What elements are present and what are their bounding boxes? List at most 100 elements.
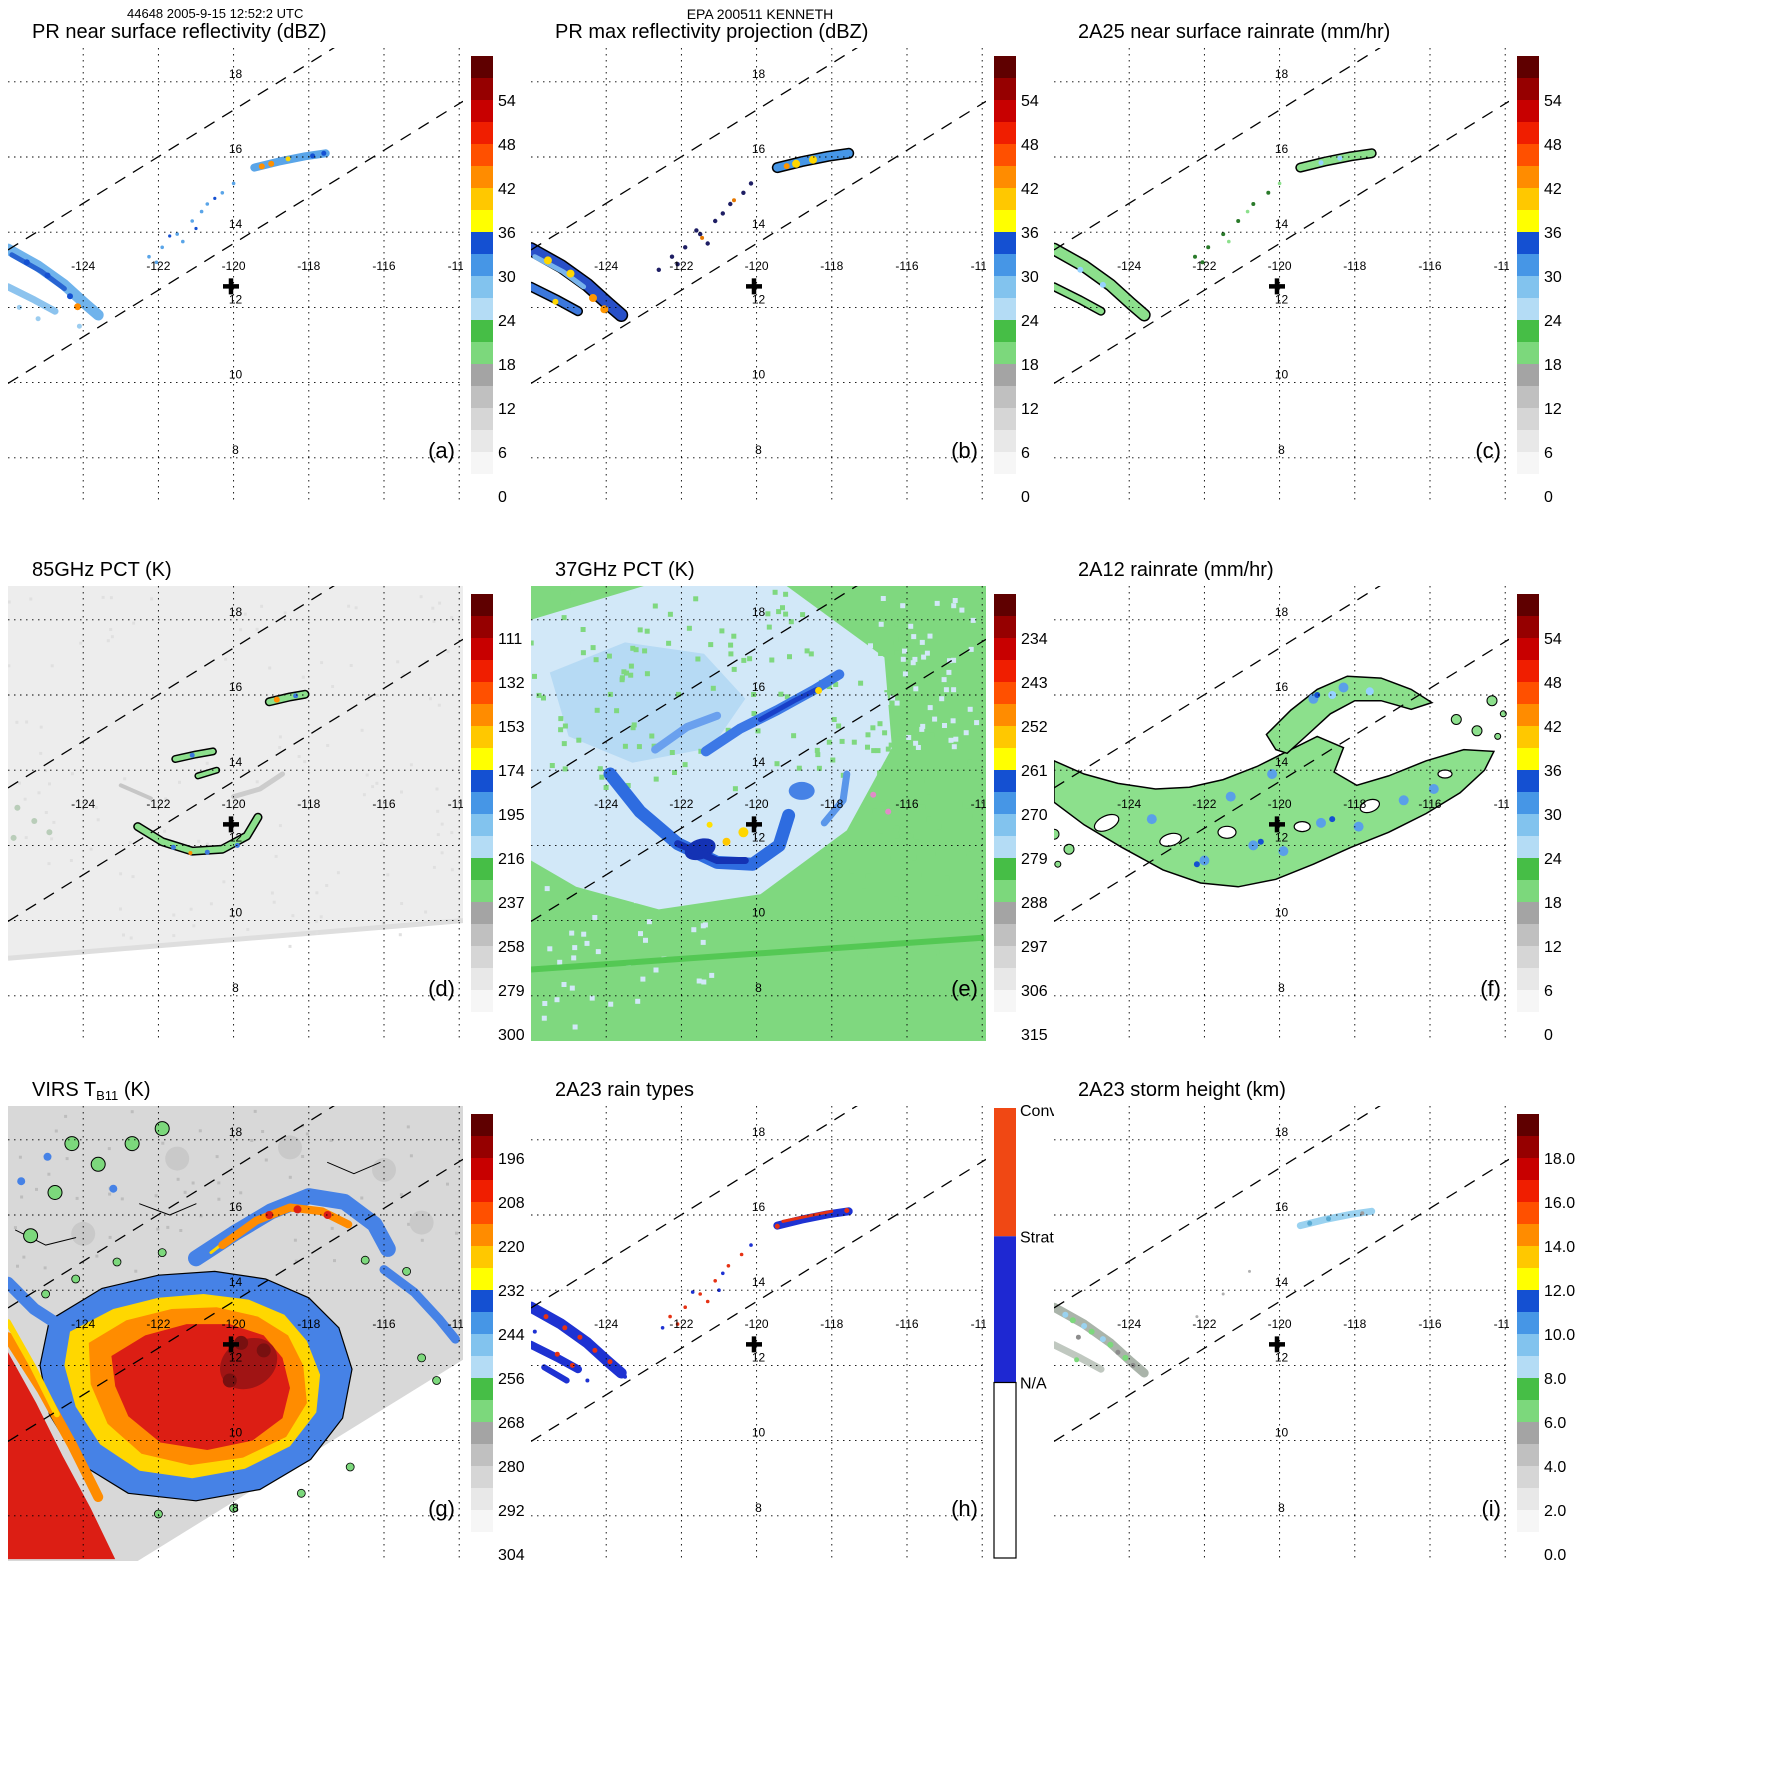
- map-speckle: [581, 931, 587, 937]
- colorbar-tick-label: 42: [1021, 181, 1039, 198]
- lon-tick-label: -116: [895, 1317, 918, 1331]
- map-feature: [190, 219, 194, 223]
- map-speckle: [89, 847, 93, 851]
- lon-tick-label: -120: [745, 1317, 769, 1331]
- colorbar-segment: [471, 704, 493, 726]
- panel-title: 2A12 rainrate (mm/hr): [1078, 559, 1274, 581]
- colorbar-segment: [1517, 1202, 1539, 1224]
- map-speckle: [409, 763, 413, 767]
- map-speckle: [894, 650, 900, 656]
- colorbar-segment: [471, 254, 493, 276]
- map-speckle: [894, 833, 900, 839]
- colorbar-tick-label: 30: [1544, 269, 1562, 286]
- map-feature: [76, 323, 82, 329]
- map-speckle: [595, 949, 601, 955]
- map-speckle: [572, 945, 578, 951]
- map-feature: [160, 245, 164, 250]
- map-speckle: [883, 762, 889, 768]
- map-speckle: [872, 808, 878, 814]
- map-speckle: [772, 589, 778, 595]
- map-speckle: [875, 748, 881, 754]
- map-speckle: [400, 902, 404, 905]
- lon-tick-label: -114: [448, 797, 471, 811]
- colorbar-segment: [471, 166, 493, 188]
- map-speckle: [888, 742, 894, 748]
- map-speckle: [315, 891, 319, 895]
- map-speckle: [950, 718, 956, 724]
- lat-tick-label: 14: [1275, 217, 1289, 231]
- map-speckle: [894, 825, 900, 831]
- lon-tick-label: -114: [448, 1317, 471, 1331]
- colorbar-segment: [1517, 320, 1539, 342]
- map-speckle: [567, 588, 572, 594]
- colorbar-segment: [994, 122, 1016, 144]
- lat-tick-label: 10: [229, 1426, 243, 1440]
- map-speckle: [831, 717, 837, 722]
- panel-i: 2A23 storm height (km)-124 -122 -120 -118 -1…: [1054, 1079, 1575, 1564]
- colorbar-segment: [994, 430, 1016, 452]
- lat-tick-label: 10: [752, 906, 766, 920]
- colorbar-tick-label: 42: [498, 181, 516, 198]
- map-speckle: [700, 939, 706, 945]
- lat-tick-label: 16: [229, 680, 243, 694]
- colorbar-tick-label: 18.0: [1544, 1151, 1575, 1168]
- map-speckle: [877, 770, 883, 776]
- map-speckle: [951, 657, 957, 663]
- panel-g: VIRS TB11 (K) -124 -122 -120 -118 -116 -114 8 10…: [8, 1079, 525, 1564]
- map-speckle: [630, 725, 636, 731]
- storm-center-marker: [223, 1336, 239, 1353]
- swath-edge-line: [8, 638, 463, 922]
- panel-a: PR near surface reflectivity (dBZ)-124 -1…: [8, 21, 516, 506]
- map-feature: [165, 1146, 190, 1171]
- colorbar-segment: [471, 770, 493, 792]
- map-feature: [739, 1252, 744, 1257]
- map-speckle: [569, 985, 575, 991]
- map-speckle: [747, 656, 753, 662]
- map-speckle: [833, 682, 839, 687]
- lat-tick-label: 18: [1275, 1125, 1289, 1139]
- map-speckle: [731, 666, 737, 672]
- map-speckle: [898, 778, 904, 784]
- colorbar-tick-label: 24: [1021, 313, 1039, 330]
- map-feature: [1359, 798, 1381, 814]
- map-speckle: [964, 848, 969, 854]
- map-speckle: [8, 664, 11, 668]
- map-speckle: [561, 615, 567, 621]
- map-speckle: [268, 666, 272, 670]
- colorbar-tick-label: 237: [498, 895, 525, 912]
- map-speckle: [192, 924, 196, 928]
- map-speckle: [709, 972, 715, 978]
- map-speckle: [946, 669, 952, 675]
- map-speckle: [826, 739, 832, 745]
- map-speckle: [836, 723, 842, 729]
- colorbar-segment: [1517, 188, 1539, 210]
- map-speckle: [608, 883, 613, 889]
- map-feature: [1225, 791, 1236, 802]
- map-feature: [774, 1223, 780, 1229]
- map-feature: [1314, 692, 1321, 698]
- map-speckle: [278, 746, 282, 749]
- map-speckle: [814, 747, 820, 753]
- map-feature: [1063, 843, 1075, 855]
- map-speckle: [934, 600, 940, 606]
- colorbar-segment: [471, 122, 493, 144]
- map-speckle: [48, 782, 51, 786]
- map-speckle: [882, 692, 887, 698]
- map-speckle: [965, 913, 971, 919]
- map-speckle: [765, 611, 771, 617]
- lat-tick-label: 16: [752, 142, 766, 156]
- map-feature: [738, 827, 749, 838]
- map-speckle: [644, 671, 650, 677]
- map-speckle: [939, 696, 945, 702]
- panel-title: 37GHz PCT (K): [555, 559, 695, 581]
- map-speckle: [719, 628, 725, 634]
- colorbar-tick-label: 48: [1544, 675, 1562, 692]
- map-speckle: [437, 703, 441, 707]
- map-speckle: [640, 976, 646, 982]
- lon-tick-label: -120: [222, 1317, 246, 1331]
- colorbar-segment: [471, 1012, 493, 1034]
- colorbar-segment: [471, 188, 493, 210]
- map-feature: [607, 1359, 613, 1365]
- map-feature: [1494, 732, 1502, 740]
